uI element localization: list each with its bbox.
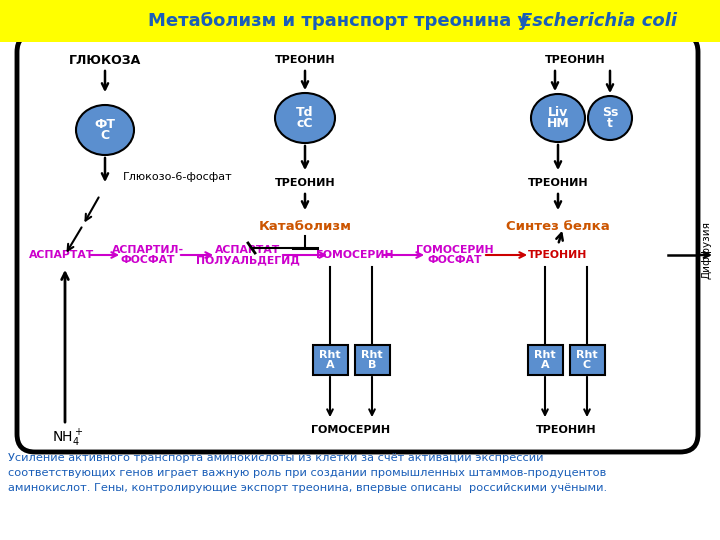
Text: С: С [100, 129, 109, 142]
Text: Катаболизм: Катаболизм [258, 219, 351, 233]
Text: ТРЕОНИН: ТРЕОНИН [275, 55, 336, 65]
Text: ТРЕОНИН: ТРЕОНИН [528, 178, 588, 188]
Text: Rht: Rht [361, 350, 383, 360]
Text: A: A [325, 360, 334, 370]
Text: NH$_4^+$: NH$_4^+$ [52, 427, 84, 449]
Text: ФОСФАТ: ФОСФАТ [428, 255, 482, 265]
Text: ТРЕОНИН: ТРЕОНИН [545, 55, 606, 65]
Text: Ss: Ss [602, 106, 618, 119]
Text: ФОСФАТ: ФОСФАТ [121, 255, 175, 265]
Text: C: C [583, 360, 591, 370]
Ellipse shape [588, 96, 632, 140]
Text: t: t [607, 117, 613, 130]
Text: соответствующих генов играет важную роль при создании промышленных штаммов-проду: соответствующих генов играет важную роль… [8, 468, 606, 478]
Text: аминокислот. Гены, контролирующие экспорт треонина, впервые описаны  российскими: аминокислот. Гены, контролирующие экспор… [8, 483, 607, 493]
Text: Td: Td [296, 106, 314, 119]
Text: Rht: Rht [319, 350, 341, 360]
FancyBboxPatch shape [354, 345, 390, 375]
Text: ГОМОСЕРИН: ГОМОСЕРИН [416, 245, 494, 255]
Text: ТРЕОНИН: ТРЕОНИН [536, 425, 596, 435]
Text: ФТ: ФТ [94, 118, 115, 131]
Text: ГЛЮКОЗА: ГЛЮКОЗА [69, 53, 141, 66]
Text: Глюкозо-6-фосфат: Глюкозо-6-фосфат [123, 172, 233, 182]
Text: Liv: Liv [548, 106, 568, 119]
Text: ТРЕОНИН: ТРЕОНИН [275, 178, 336, 188]
Text: Escherichia coli: Escherichia coli [520, 12, 677, 30]
Text: ТРЕОНИН: ТРЕОНИН [528, 250, 588, 260]
FancyBboxPatch shape [570, 345, 605, 375]
Text: АСПАРТИЛ-: АСПАРТИЛ- [112, 245, 184, 255]
Text: cC: cC [297, 117, 313, 130]
Text: HM: HM [546, 117, 570, 130]
Text: Синтез белка: Синтез белка [506, 219, 610, 233]
Text: Rht: Rht [534, 350, 556, 360]
Text: ГОМОСЕРИН: ГОМОСЕРИН [316, 250, 394, 260]
FancyBboxPatch shape [312, 345, 348, 375]
FancyBboxPatch shape [528, 345, 562, 375]
Text: ГОМОСЕРИН: ГОМОСЕРИН [312, 425, 390, 435]
Text: B: B [368, 360, 376, 370]
Ellipse shape [76, 105, 134, 155]
Text: Метаболизм и транспорт треонина у: Метаболизм и транспорт треонина у [148, 12, 536, 30]
Text: Rht: Rht [576, 350, 598, 360]
Text: Диффузия: Диффузия [701, 221, 711, 279]
Text: Усиление активного транспорта аминокислоты из клетки за счёт активации экспресси: Усиление активного транспорта аминокисло… [8, 453, 544, 463]
Text: ПОЛУАЛЬДЕГИД: ПОЛУАЛЬДЕГИД [196, 255, 300, 265]
Ellipse shape [531, 94, 585, 142]
Text: АСПАРТАТ: АСПАРТАТ [30, 250, 94, 260]
Text: A: A [541, 360, 549, 370]
Ellipse shape [275, 93, 335, 143]
FancyBboxPatch shape [0, 0, 720, 42]
Text: АСПАРТАТ: АСПАРТАТ [215, 245, 281, 255]
